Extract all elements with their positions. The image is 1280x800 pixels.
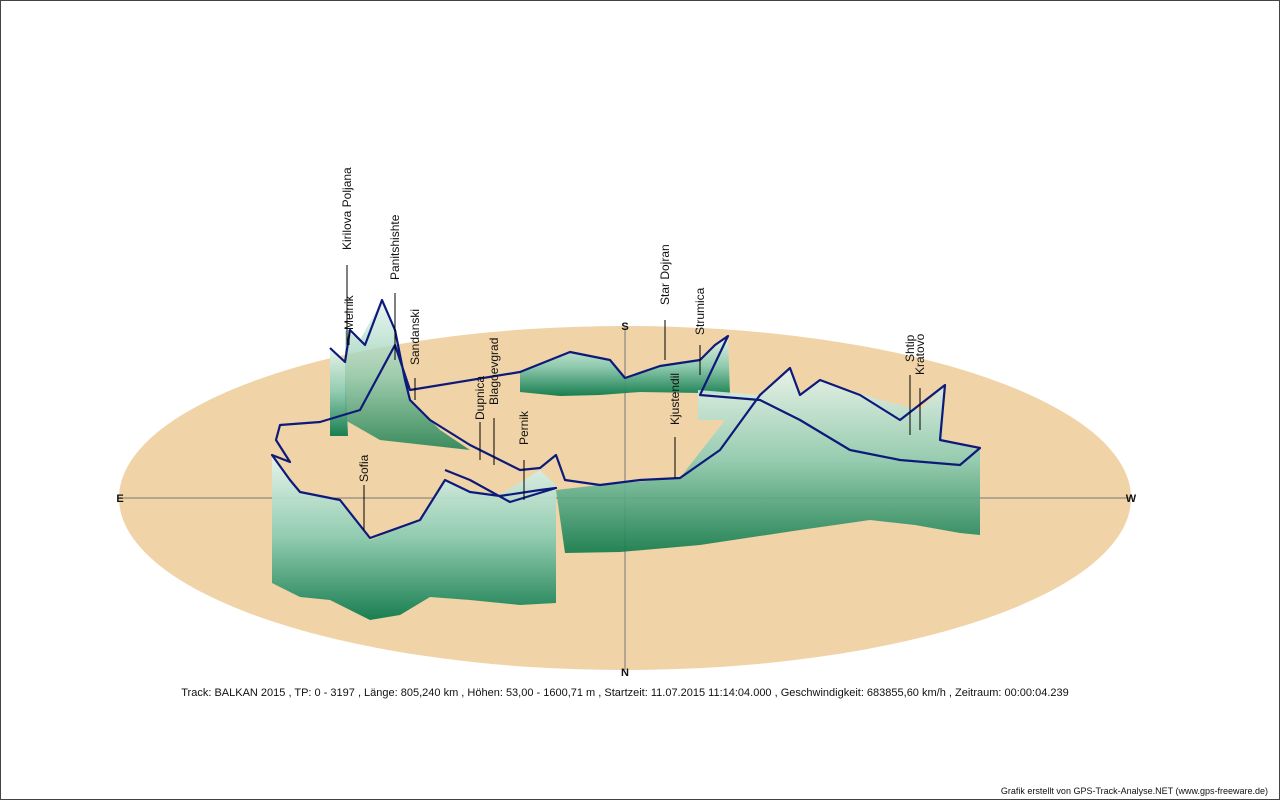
place-label: Star Dojran	[658, 244, 672, 305]
curtain	[345, 300, 470, 450]
place-label: Blagoevgrad	[487, 338, 501, 405]
place-label: Sofia	[357, 454, 371, 482]
compass-east: E	[116, 493, 123, 505]
compass-south: S	[621, 321, 628, 333]
place-labels: Kirilova Poljana Melnik Panitshishte Sandan…	[340, 167, 927, 530]
curtain	[520, 336, 730, 396]
place-label: Kirilova Poljana	[340, 167, 354, 250]
compass-west: W	[1126, 493, 1137, 505]
place-label: Dupnica	[473, 376, 487, 420]
place-label: Kjustendil	[668, 373, 682, 425]
elevation-curtains	[272, 300, 980, 620]
credit: Grafik erstellt von GPS-Track-Analyse.NE…	[1001, 786, 1268, 796]
place-label: Kratovo	[913, 333, 927, 375]
place-label: Shtip	[903, 334, 917, 362]
place-label: Panitshishte	[388, 214, 402, 280]
place-label: Pernik	[517, 410, 531, 445]
curtain	[272, 455, 556, 620]
place-label: Strumica	[693, 287, 707, 335]
compass-north: N	[621, 667, 629, 679]
track-line	[270, 298, 982, 540]
track-info: Track: BALKAN 2015 , TP: 0 - 3197 , Läng…	[181, 687, 1068, 699]
curtain	[556, 368, 980, 553]
place-label: Sandanski	[408, 309, 422, 365]
place-label: Melnik	[342, 294, 356, 330]
